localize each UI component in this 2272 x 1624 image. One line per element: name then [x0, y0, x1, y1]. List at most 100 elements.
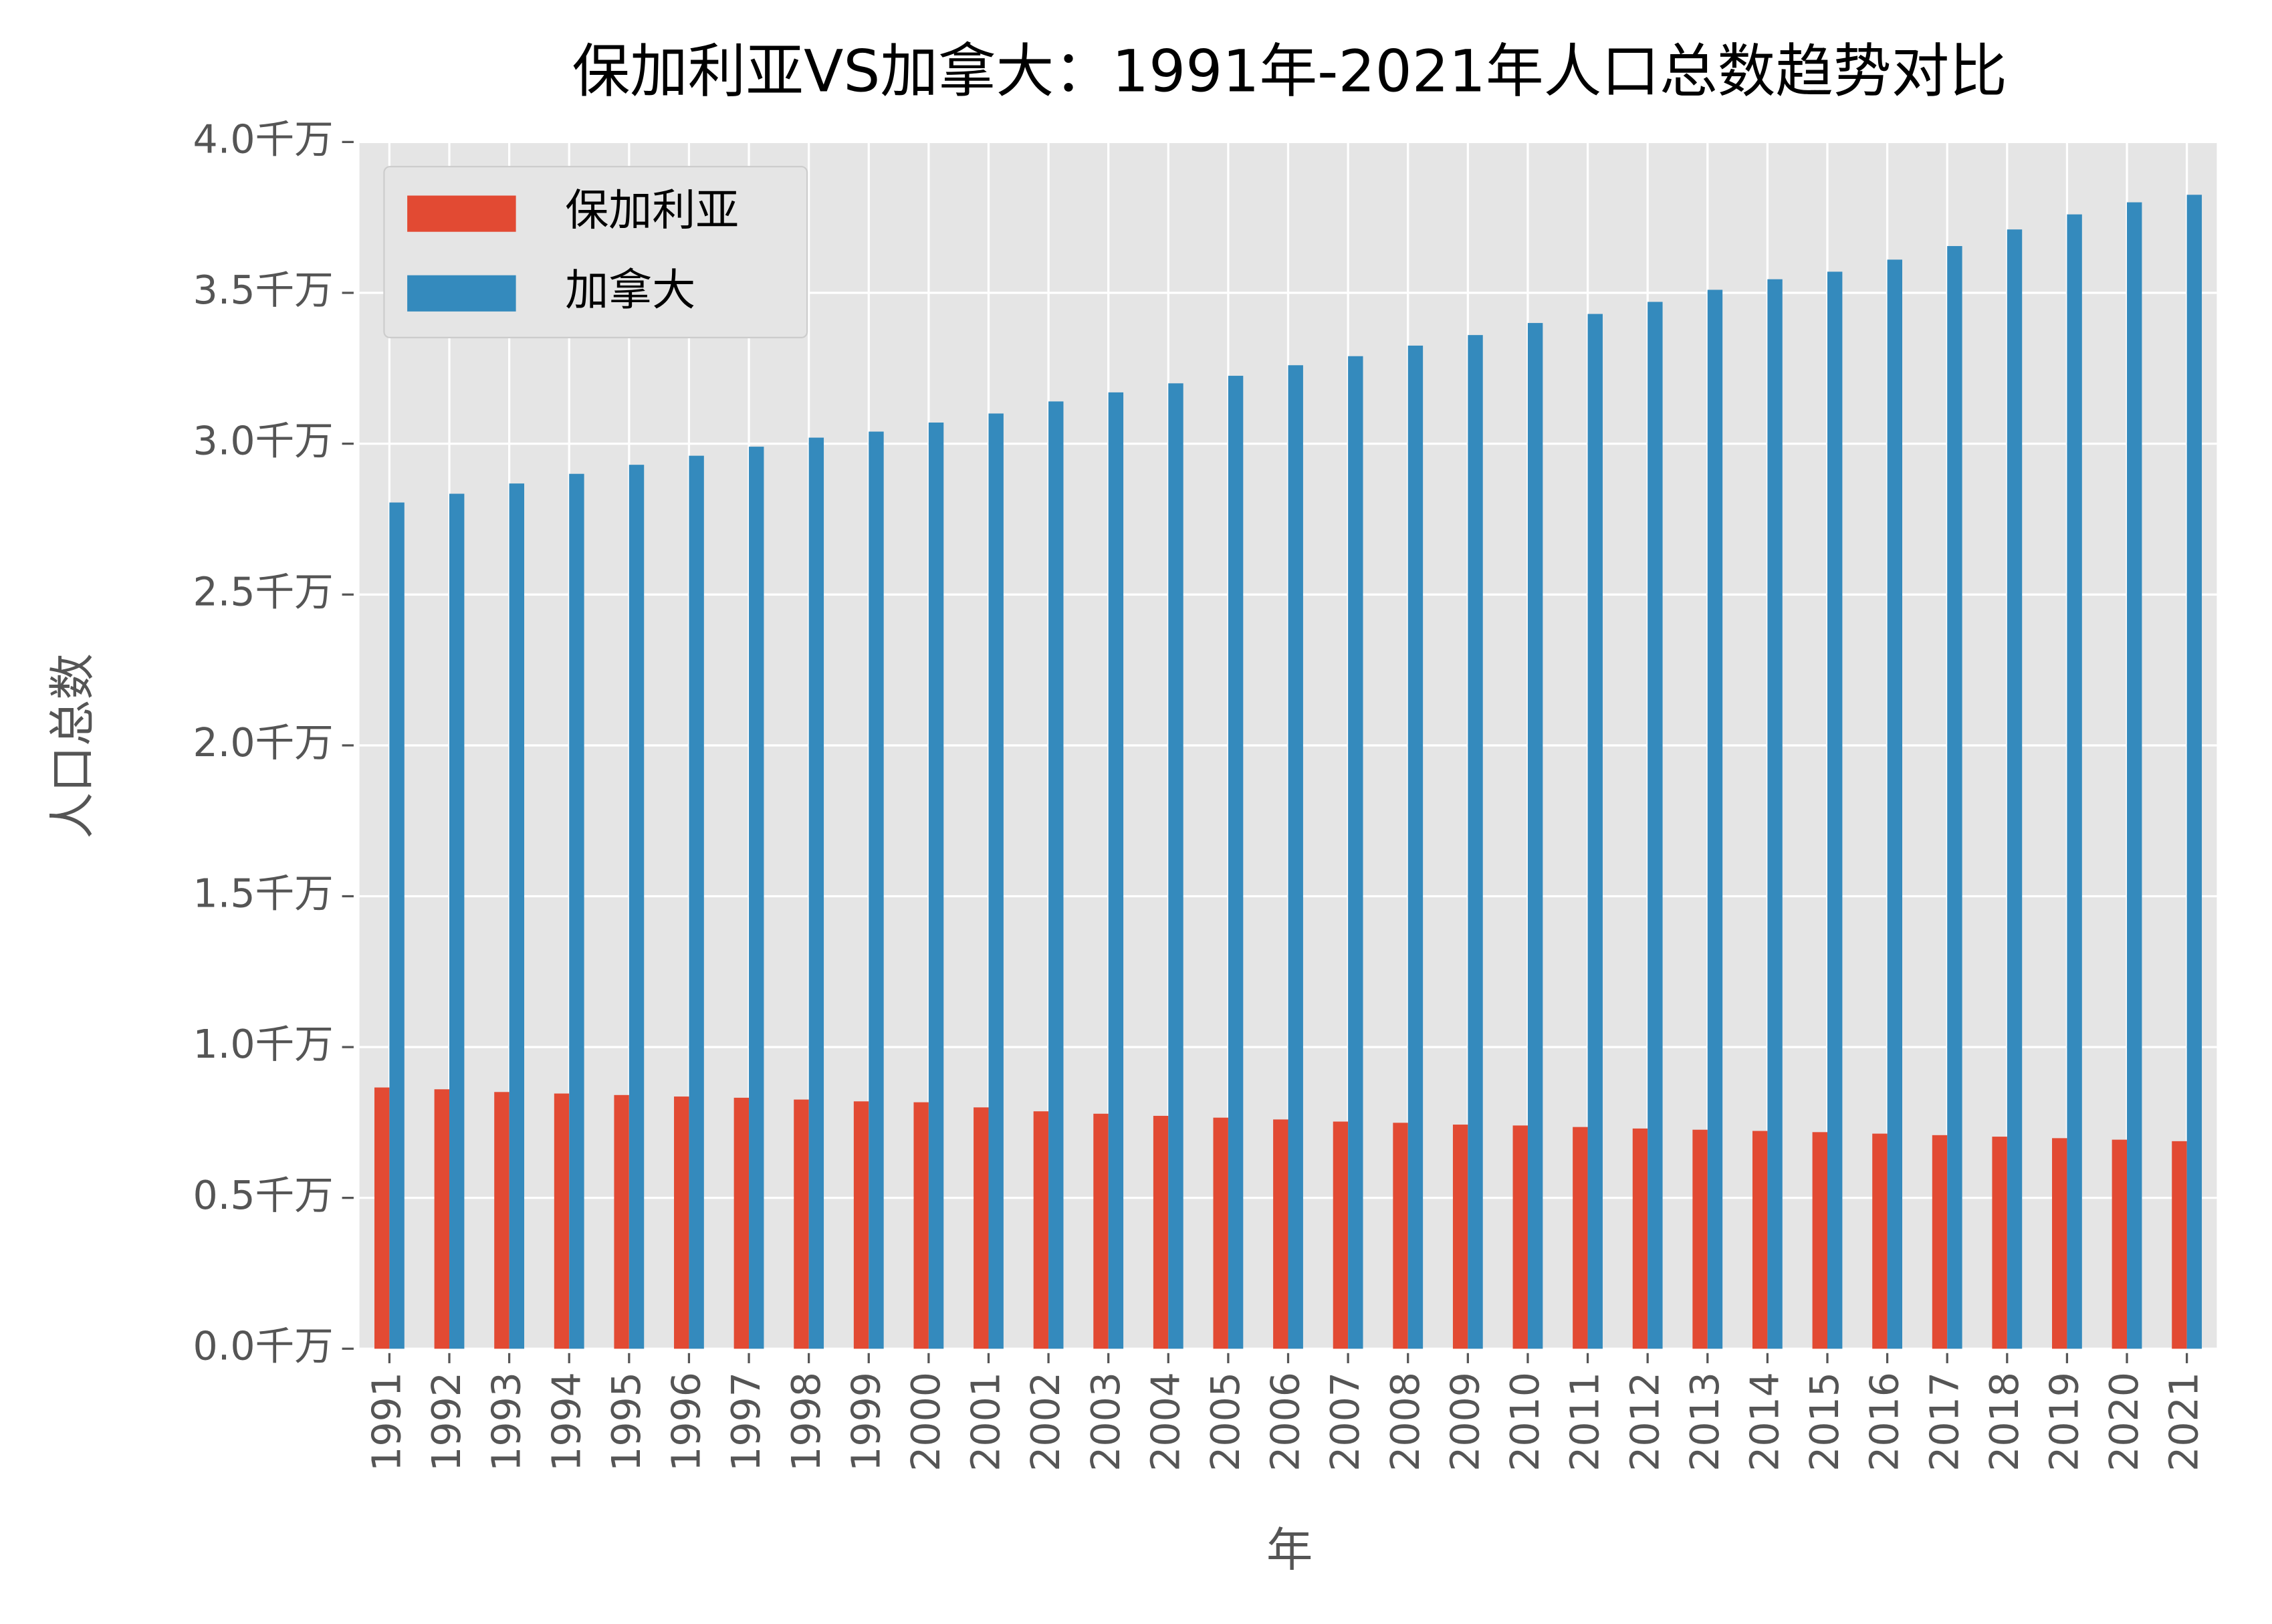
bar: [1108, 392, 1124, 1349]
x-tick-label: 2017: [1922, 1372, 1967, 1472]
bar: [374, 1087, 390, 1349]
bar: [988, 413, 1004, 1349]
bar: [1932, 1135, 1948, 1349]
bar: [1093, 1113, 1109, 1349]
bar: [689, 455, 704, 1349]
legend-swatch: [407, 195, 516, 232]
bar: [1033, 1111, 1049, 1349]
y-axis-label: 人口总数: [46, 653, 100, 838]
y-tick-label: 1.5千万: [193, 871, 334, 917]
bar: [1992, 1137, 2007, 1349]
chart-title: 保加利亚VS加拿大：1991年-2021年人口总数趋势对比: [572, 39, 2007, 106]
y-tick-label: 0.5千万: [193, 1173, 334, 1218]
bar: [494, 1092, 509, 1349]
bar: [2186, 195, 2202, 1349]
bar: [1827, 271, 1843, 1349]
y-tick-label: 0.0千万: [193, 1323, 334, 1369]
bar: [1288, 365, 1303, 1349]
y-tick-label: 2.5千万: [193, 569, 334, 614]
bar: [1333, 1121, 1349, 1349]
x-tick-label: 2006: [1263, 1372, 1309, 1472]
bar: [1153, 1115, 1169, 1349]
bar: [1527, 323, 1543, 1349]
bar: [1887, 259, 1903, 1349]
bar: [434, 1089, 449, 1349]
x-tick-label: 2001: [963, 1372, 1009, 1472]
x-tick-label: 2009: [1442, 1372, 1488, 1472]
bar: [794, 1099, 809, 1349]
bar: [1872, 1133, 1888, 1349]
bar: [869, 431, 884, 1349]
bar: [1213, 1117, 1228, 1349]
x-tick-label: 2000: [903, 1372, 949, 1472]
bar: [1452, 1125, 1468, 1349]
x-tick-label: 2002: [1023, 1372, 1068, 1472]
bar: [389, 502, 405, 1349]
legend-swatch: [407, 275, 516, 312]
x-tick-label: 2010: [1502, 1372, 1548, 1472]
bar: [1692, 1129, 1708, 1349]
x-tick-label: 2015: [1802, 1372, 1847, 1472]
bar: [554, 1093, 570, 1349]
bar: [569, 473, 584, 1349]
bar: [2127, 202, 2142, 1349]
bar: [1812, 1132, 1827, 1349]
bar: [629, 465, 645, 1349]
bar: [509, 483, 525, 1349]
x-tick-label: 2016: [1862, 1372, 1908, 1472]
x-tick-label: 2005: [1203, 1372, 1248, 1472]
bar: [1348, 356, 1363, 1349]
bar: [928, 423, 944, 1349]
bar: [1947, 246, 1962, 1349]
bar: [1632, 1128, 1648, 1349]
bar: [1648, 302, 1663, 1349]
y-tick-label: 1.0千万: [193, 1022, 334, 1067]
bar: [1512, 1125, 1528, 1349]
bar: [749, 447, 764, 1349]
x-tick-label: 2021: [2162, 1372, 2207, 1472]
bar: [1168, 383, 1183, 1349]
x-tick-label: 1994: [544, 1372, 589, 1472]
x-tick-label: 2014: [1742, 1372, 1787, 1472]
x-tick-label: 2008: [1383, 1372, 1428, 1472]
bar: [1393, 1123, 1408, 1349]
bar: [1407, 345, 1424, 1349]
x-tick-label: 2020: [2101, 1372, 2147, 1472]
x-tick-label: 1999: [843, 1372, 889, 1472]
bar: [1573, 1127, 1588, 1349]
x-tick-label: 2007: [1323, 1372, 1368, 1472]
x-tick-label: 2003: [1083, 1372, 1129, 1472]
bar: [913, 1102, 929, 1349]
bar: [614, 1094, 629, 1349]
x-axis-label: 年: [1266, 1524, 1313, 1577]
bar: [2112, 1139, 2128, 1349]
bar: [1767, 279, 1783, 1349]
bar: [1228, 376, 1244, 1349]
legend-label: 保加利亚: [565, 186, 739, 236]
x-tick-label: 2011: [1563, 1372, 1608, 1472]
bar: [2052, 1138, 2067, 1349]
bar: [733, 1097, 750, 1349]
bar: [2067, 214, 2082, 1349]
bar: [674, 1096, 689, 1349]
y-tick-label: 3.5千万: [193, 267, 334, 313]
bar: [853, 1101, 869, 1349]
bar: [1273, 1119, 1288, 1349]
bar: [1587, 314, 1603, 1349]
x-tick-label: 1995: [604, 1372, 649, 1472]
x-tick-label: 1997: [723, 1372, 769, 1472]
legend-label: 加拿大: [565, 265, 695, 316]
bar: [2172, 1141, 2187, 1349]
bar: [808, 437, 824, 1349]
x-tick-label: 1993: [484, 1372, 530, 1472]
y-tick-label: 3.0千万: [193, 419, 334, 464]
bar: [1048, 401, 1064, 1349]
y-tick-label: 2.0千万: [193, 720, 334, 766]
bar: [1468, 335, 1483, 1349]
y-tick-label: 4.0千万: [193, 116, 334, 162]
bar: [1707, 289, 1723, 1349]
bar: [1752, 1131, 1768, 1349]
x-tick-label: 2004: [1143, 1372, 1188, 1472]
